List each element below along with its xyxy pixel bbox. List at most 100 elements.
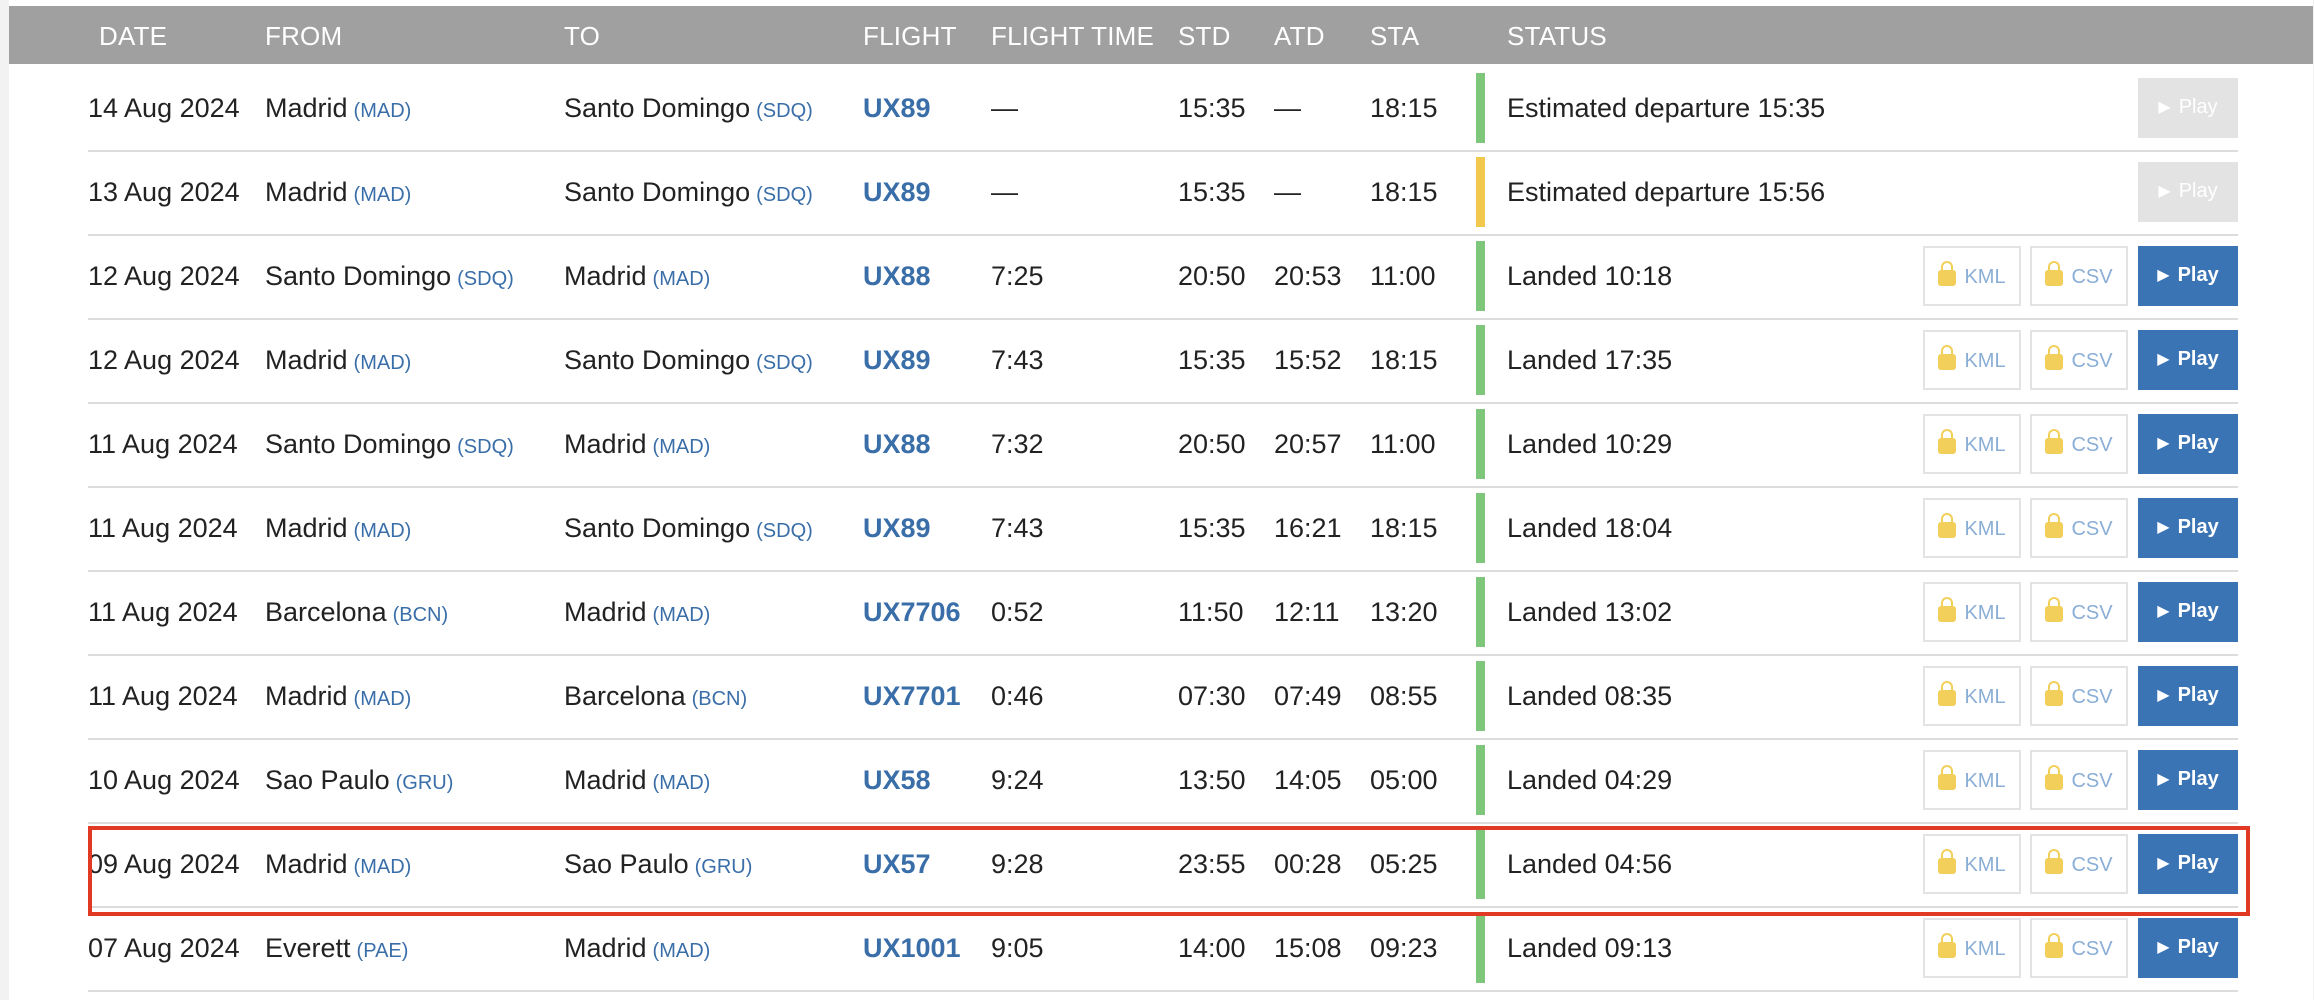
from-cell-airport-code[interactable]: (MAD)	[353, 688, 412, 710]
table-row[interactable]: 09 Aug 2024 Madrid (MAD) Sao Paulo (GRU) UX57…	[88, 822, 2238, 908]
lock-icon	[2045, 933, 2064, 958]
csv-button-label: CSV	[2071, 686, 2113, 708]
flight-link[interactable]: UX88	[863, 429, 931, 459]
kml-download-button[interactable]: KML	[1923, 414, 2021, 474]
play-button[interactable]: ▶ Play	[2138, 414, 2238, 474]
lock-icon	[1938, 345, 1957, 370]
to-cell-airport-code[interactable]: (MAD)	[652, 940, 711, 962]
flight-link[interactable]: UX1001	[863, 933, 961, 963]
flight-link[interactable]: UX58	[863, 765, 931, 795]
csv-download-button[interactable]: CSV	[2030, 414, 2128, 474]
to-cell: Santo Domingo (SDQ)	[564, 150, 813, 234]
csv-download-button[interactable]: CSV	[2030, 918, 2128, 978]
csv-download-button[interactable]: CSV	[2030, 750, 2128, 810]
from-cell-airport-code[interactable]: (PAE)	[356, 940, 409, 962]
play-button[interactable]: ▶ Play	[2138, 246, 2238, 306]
flight-link[interactable]: UX89	[863, 177, 931, 207]
kml-download-button[interactable]: KML	[1923, 750, 2021, 810]
play-button[interactable]: ▶ Play	[2138, 666, 2238, 726]
column-header-from[interactable]: FROM	[265, 21, 343, 51]
flight-link[interactable]: UX57	[863, 849, 931, 879]
from-cell-airport-code[interactable]: (SDQ)	[457, 268, 514, 290]
flight-link[interactable]: UX89	[863, 345, 931, 375]
from-cell-airport-code[interactable]: (GRU)	[395, 772, 454, 794]
status-indicator	[1476, 829, 1485, 899]
play-button[interactable]: ▶ Play	[2138, 162, 2238, 222]
column-header-sta[interactable]: STA	[1370, 21, 1420, 51]
from-cell-airport-code[interactable]: (MAD)	[353, 856, 412, 878]
kml-button-label: KML	[1964, 770, 2006, 792]
to-cell-airport-code[interactable]: (SDQ)	[756, 352, 813, 374]
flight-link[interactable]: UX89	[863, 93, 931, 123]
play-button[interactable]: ▶ Play	[2138, 750, 2238, 810]
column-header-status[interactable]: STATUS	[1507, 21, 1607, 51]
flight-link[interactable]: UX7701	[863, 681, 961, 711]
table-row[interactable]: 11 Aug 2024 Santo Domingo (SDQ) Madrid (MAD)…	[88, 402, 2238, 488]
to-cell-airport-code[interactable]: (MAD)	[652, 268, 711, 290]
flight-link[interactable]: UX89	[863, 513, 931, 543]
csv-download-button[interactable]: CSV	[2030, 246, 2128, 306]
kml-download-button[interactable]: KML	[1923, 834, 2021, 894]
atd-cell: 20:57	[1274, 429, 1342, 459]
play-button[interactable]: ▶ Play	[2138, 834, 2238, 894]
table-row[interactable]: 13 Aug 2024 Madrid (MAD) Santo Domingo (SDQ)…	[88, 150, 2238, 236]
to-cell-airport-code[interactable]: (MAD)	[652, 604, 711, 626]
from-cell-airport-code[interactable]: (MAD)	[353, 184, 412, 206]
to-cell-airport-code[interactable]: (MAD)	[652, 772, 711, 794]
play-button[interactable]: ▶ Play	[2138, 330, 2238, 390]
play-button[interactable]: ▶ Play	[2138, 582, 2238, 642]
column-header-std[interactable]: STD	[1178, 21, 1231, 51]
kml-download-button[interactable]: KML	[1923, 666, 2021, 726]
table-row[interactable]: 12 Aug 2024 Madrid (MAD) Santo Domingo (SDQ)…	[88, 318, 2238, 404]
to-cell-airport-code[interactable]: (MAD)	[652, 436, 711, 458]
column-header-flight[interactable]: FLIGHT	[863, 21, 957, 51]
csv-button-label: CSV	[2071, 938, 2113, 960]
table-row[interactable]: 12 Aug 2024 Santo Domingo (SDQ) Madrid (MAD)…	[88, 234, 2238, 320]
to-cell-city: Sao Paulo	[564, 849, 689, 879]
to-cell: Santo Domingo (SDQ)	[564, 486, 813, 570]
play-button[interactable]: ▶ Play	[2138, 78, 2238, 138]
column-header-atd[interactable]: ATD	[1274, 21, 1325, 51]
from-cell: Madrid (MAD)	[265, 822, 411, 906]
table-row[interactable]: 11 Aug 2024 Barcelona (BCN) Madrid (MAD) UX77…	[88, 570, 2238, 656]
table-row[interactable]: 07 Aug 2024 Everett (PAE) Madrid (MAD) UX1001…	[88, 906, 2238, 992]
kml-download-button[interactable]: KML	[1923, 918, 2021, 978]
from-cell-airport-code[interactable]: (BCN)	[392, 604, 449, 626]
status-cell: Landed 10:29	[1507, 429, 1673, 459]
to-cell-airport-code[interactable]: (SDQ)	[756, 184, 813, 206]
flight-link[interactable]: UX88	[863, 261, 931, 291]
to-cell-airport-code[interactable]: (GRU)	[694, 856, 753, 878]
csv-download-button[interactable]: CSV	[2030, 834, 2128, 894]
csv-download-button[interactable]: CSV	[2030, 330, 2128, 390]
column-header-flight-time[interactable]: FLIGHT TIME	[991, 21, 1155, 51]
from-cell-airport-code[interactable]: (MAD)	[353, 520, 412, 542]
date-cell: 13 Aug 2024	[88, 177, 240, 207]
to-cell-airport-code[interactable]: (SDQ)	[756, 520, 813, 542]
from-cell-airport-code[interactable]: (MAD)	[353, 352, 412, 374]
to-cell-airport-code[interactable]: (SDQ)	[756, 100, 813, 122]
table-row[interactable]: 14 Aug 2024 Madrid (MAD) Santo Domingo (SDQ)…	[88, 66, 2238, 152]
play-button[interactable]: ▶ Play	[2138, 498, 2238, 558]
play-button[interactable]: ▶ Play	[2138, 918, 2238, 978]
kml-download-button[interactable]: KML	[1923, 582, 2021, 642]
column-header-to[interactable]: TO	[564, 21, 601, 51]
table-row[interactable]: 11 Aug 2024 Madrid (MAD) Barcelona (BCN) UX77…	[88, 654, 2238, 740]
from-cell-airport-code[interactable]: (SDQ)	[457, 436, 514, 458]
csv-download-button[interactable]: CSV	[2030, 498, 2128, 558]
lock-icon	[2045, 429, 2064, 454]
table-row[interactable]: 11 Aug 2024 Madrid (MAD) Santo Domingo (SDQ)…	[88, 486, 2238, 572]
from-cell-airport-code[interactable]: (MAD)	[353, 100, 412, 122]
to-cell-airport-code[interactable]: (BCN)	[691, 688, 748, 710]
flight-time-cell: 7:25	[991, 261, 1044, 291]
flight-link[interactable]: UX7706	[863, 597, 961, 627]
table-row[interactable]: 10 Aug 2024 Sao Paulo (GRU) Madrid (MAD) UX58…	[88, 738, 2238, 824]
lock-icon	[1938, 597, 1957, 622]
kml-download-button[interactable]: KML	[1923, 498, 2021, 558]
column-header-date[interactable]: DATE	[99, 21, 168, 51]
play-icon: ▶	[2158, 99, 2171, 116]
csv-download-button[interactable]: CSV	[2030, 666, 2128, 726]
lock-icon	[2045, 345, 2064, 370]
kml-download-button[interactable]: KML	[1923, 330, 2021, 390]
csv-download-button[interactable]: CSV	[2030, 582, 2128, 642]
kml-download-button[interactable]: KML	[1923, 246, 2021, 306]
